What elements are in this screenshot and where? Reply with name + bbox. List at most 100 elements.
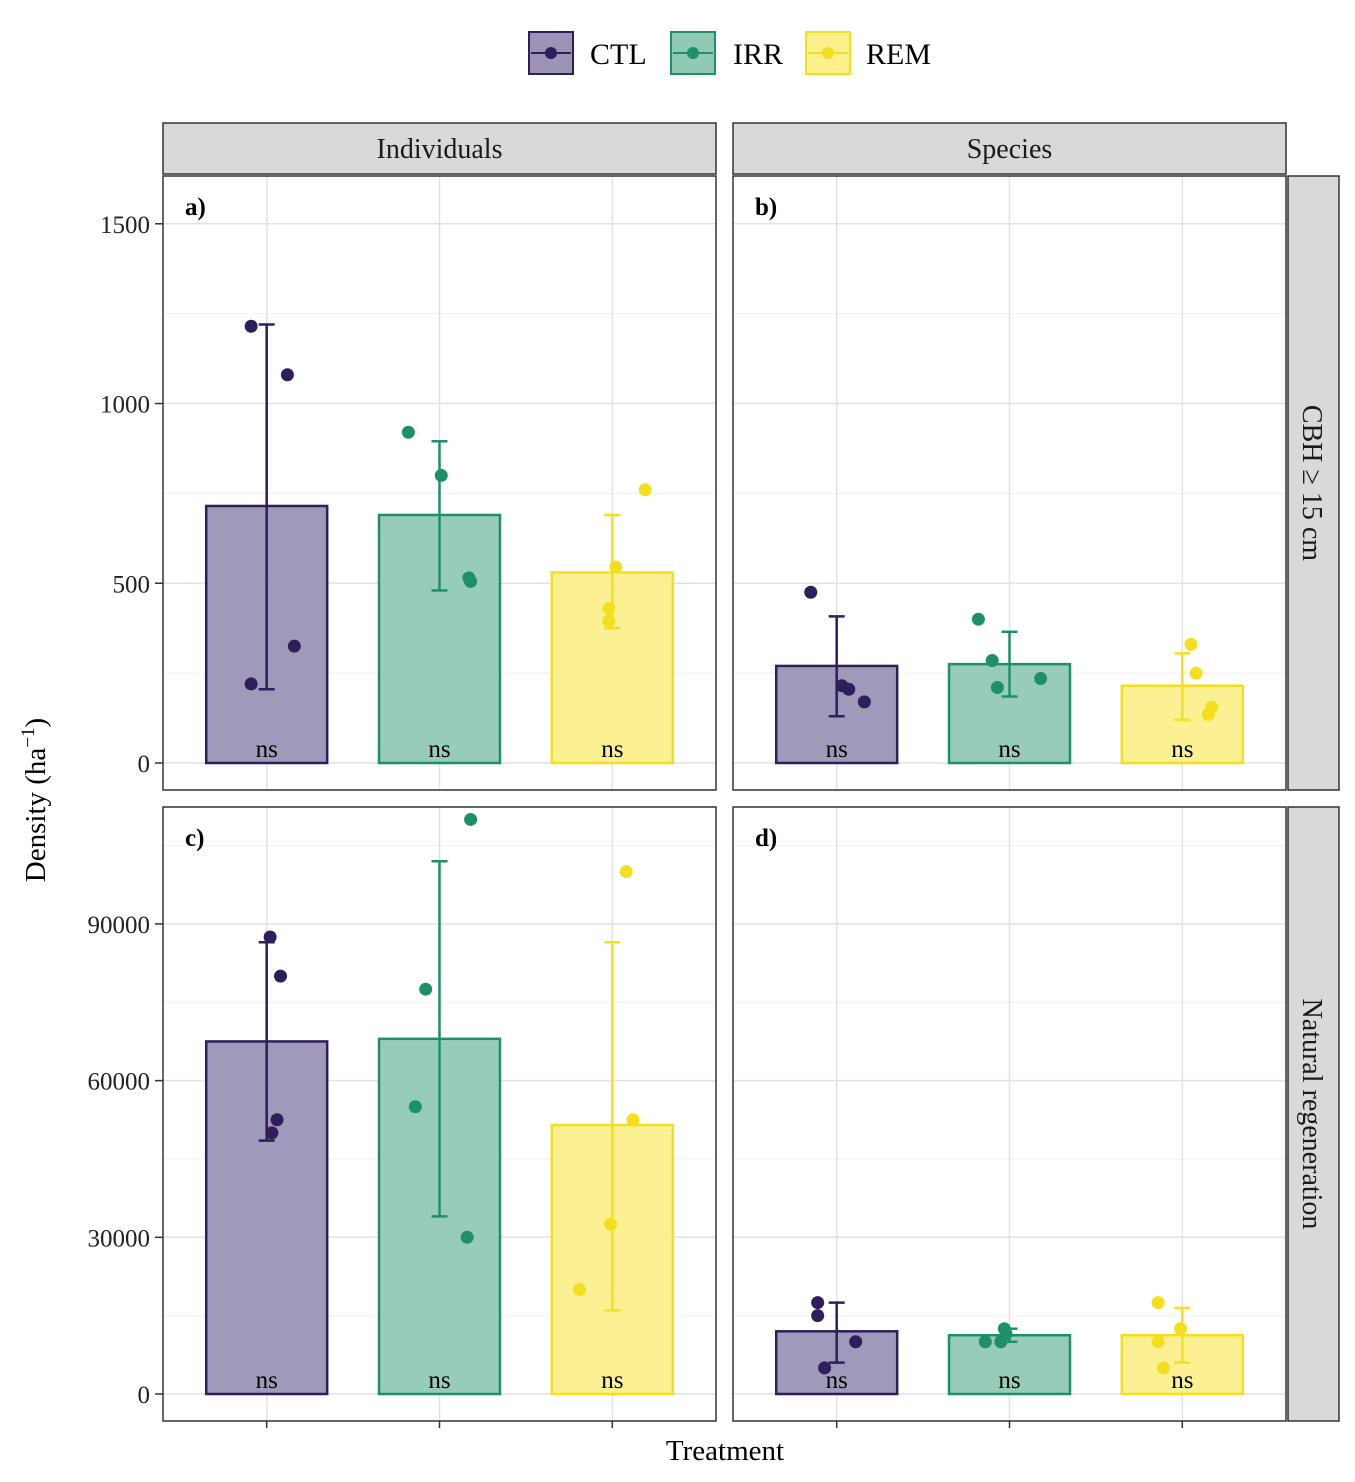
column-strip-species: Species bbox=[732, 122, 1287, 175]
panel-tag: a) bbox=[185, 194, 206, 221]
data-point-ctl bbox=[274, 969, 288, 983]
y-tick-label: 60000 bbox=[88, 1069, 151, 1096]
y-axes: 0 500 1000 1500 0 30000 60000 90000 bbox=[88, 212, 163, 1409]
panel-tag: d) bbox=[755, 825, 777, 852]
strip-label-natural-regeneration: Natural regeneration bbox=[1296, 999, 1327, 1230]
y-axis-title-sup: −1 bbox=[18, 727, 39, 747]
data-point-irr bbox=[978, 1335, 992, 1349]
data-point-rem bbox=[572, 1283, 586, 1297]
data-point-ctl bbox=[804, 585, 818, 599]
legend: CTL IRR REM bbox=[528, 31, 931, 75]
strip-box bbox=[162, 122, 717, 175]
data-point-ctl bbox=[244, 319, 258, 333]
y-tick-label: 1500 bbox=[100, 212, 150, 239]
row-strip-cbh: CBH ≥ 15 cm bbox=[1287, 175, 1340, 791]
panel-tag: c) bbox=[185, 825, 204, 852]
data-point-irr bbox=[999, 1327, 1013, 1341]
data-point-rem bbox=[638, 483, 652, 497]
significance-label: ns bbox=[826, 1367, 848, 1394]
panel-tag: b) bbox=[755, 194, 777, 221]
data-point-rem bbox=[1151, 1335, 1165, 1349]
significance-label: ns bbox=[601, 1367, 623, 1394]
data-point-irr bbox=[419, 982, 433, 996]
data-point-irr bbox=[434, 468, 448, 482]
y-tick-label: 0 bbox=[138, 1382, 151, 1409]
y-axis-title-main: Density (ha bbox=[20, 748, 52, 883]
data-point-rem bbox=[1174, 1322, 1188, 1336]
data-point-ctl bbox=[849, 1335, 863, 1349]
data-point-ctl bbox=[842, 682, 856, 696]
panel-a: ns ns ns a) bbox=[162, 175, 717, 791]
data-point-irr bbox=[464, 812, 478, 826]
data-point-rem bbox=[602, 601, 616, 615]
legend-label-rem: REM bbox=[866, 38, 931, 71]
data-point-ctl bbox=[244, 677, 258, 691]
significance-label: ns bbox=[826, 736, 848, 763]
data-point-ctl bbox=[818, 1361, 832, 1375]
panel-d: ns ns ns d) bbox=[732, 806, 1287, 1428]
data-point-irr bbox=[401, 425, 415, 439]
strip-label-species: Species bbox=[967, 134, 1053, 165]
data-point-rem bbox=[609, 560, 623, 574]
data-point-rem bbox=[1184, 637, 1198, 651]
data-point-rem bbox=[619, 865, 633, 879]
data-point-ctl bbox=[263, 930, 277, 944]
significance-label: ns bbox=[428, 736, 450, 763]
y-tick-label: 1000 bbox=[100, 392, 150, 419]
significance-label: ns bbox=[1171, 736, 1193, 763]
data-point-rem bbox=[1201, 707, 1215, 721]
strip-label-individuals: Individuals bbox=[377, 134, 503, 165]
data-point-rem bbox=[604, 1217, 618, 1231]
data-point-irr bbox=[1034, 672, 1048, 686]
data-point-rem bbox=[1151, 1296, 1165, 1310]
panel-b: ns ns ns b) bbox=[732, 175, 1287, 791]
panel-c: ns ns ns c) bbox=[162, 806, 717, 1428]
data-point-irr bbox=[990, 681, 1004, 695]
data-point-ctl bbox=[270, 1113, 284, 1127]
significance-label: ns bbox=[998, 1367, 1020, 1394]
data-point-rem bbox=[626, 1113, 640, 1127]
data-point-irr bbox=[971, 612, 985, 626]
panel-border bbox=[732, 175, 1287, 791]
data-point-ctl bbox=[280, 368, 294, 382]
significance-label: ns bbox=[601, 736, 623, 763]
row-strip-natural-regeneration: Natural regeneration bbox=[1287, 806, 1340, 1422]
data-point-ctl bbox=[265, 1126, 279, 1140]
column-strip-individuals: Individuals bbox=[162, 122, 717, 175]
y-axis-title-close: ) bbox=[20, 718, 52, 728]
significance-label: ns bbox=[998, 736, 1020, 763]
strip-box bbox=[1287, 175, 1340, 791]
data-point-ctl bbox=[287, 639, 301, 653]
legend-key-dot-irr bbox=[687, 47, 699, 59]
strip-label-cbh: CBH ≥ 15 cm bbox=[1296, 405, 1327, 561]
legend-key-dot-rem bbox=[822, 47, 834, 59]
data-point-irr bbox=[464, 574, 478, 588]
data-point-rem bbox=[1189, 666, 1203, 680]
legend-key-dot-ctl bbox=[545, 47, 557, 59]
data-point-rem bbox=[1156, 1361, 1170, 1375]
data-point-rem bbox=[602, 614, 616, 628]
significance-label: ns bbox=[428, 1367, 450, 1394]
legend-label-irr: IRR bbox=[733, 38, 783, 71]
y-tick-label: 30000 bbox=[88, 1225, 151, 1252]
legend-label-ctl: CTL bbox=[590, 38, 647, 71]
data-point-irr bbox=[460, 1230, 474, 1244]
data-point-ctl bbox=[857, 695, 871, 709]
significance-label: ns bbox=[256, 736, 278, 763]
strip-box bbox=[732, 122, 1287, 175]
y-tick-label: 0 bbox=[138, 751, 151, 778]
data-point-ctl bbox=[811, 1309, 825, 1323]
significance-label: ns bbox=[1171, 1367, 1193, 1394]
y-tick-label: 500 bbox=[113, 571, 151, 598]
x-axis-title: Treatment bbox=[666, 1435, 784, 1467]
data-point-irr bbox=[985, 654, 999, 668]
legend-entry-rem: REM bbox=[805, 31, 931, 75]
legend-entry-ctl: CTL bbox=[528, 31, 647, 75]
strip-box bbox=[1287, 806, 1340, 1422]
y-tick-label: 90000 bbox=[88, 912, 151, 939]
y-axis-title: Density (ha−1) bbox=[18, 718, 52, 882]
panels: ns ns ns a) ns ns ns b) ns ns ns c) ns ns ns d) bbox=[162, 175, 1287, 1428]
panel-border bbox=[162, 175, 717, 791]
legend-entry-irr: IRR bbox=[670, 31, 783, 75]
